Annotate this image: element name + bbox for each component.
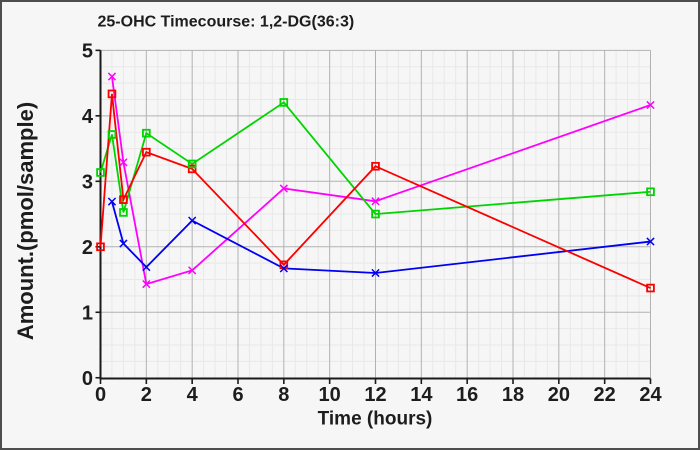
svg-text:12: 12 [364, 384, 386, 406]
svg-text:20: 20 [548, 384, 570, 406]
svg-text:6: 6 [232, 384, 243, 406]
svg-text:25-OHC Timecourse: 1,2-DG(36:3: 25-OHC Timecourse: 1,2-DG(36:3) [98, 14, 355, 31]
svg-text:10: 10 [319, 384, 341, 406]
svg-text:4: 4 [82, 106, 94, 128]
svg-text:Time (hours): Time (hours) [318, 409, 433, 430]
svg-text:8: 8 [278, 384, 289, 406]
svg-text:22: 22 [594, 384, 616, 406]
svg-text:Amount.(pmol/sample): Amount.(pmol/sample) [13, 102, 38, 340]
svg-text:0: 0 [95, 384, 106, 406]
svg-text:4: 4 [187, 384, 199, 406]
svg-text:5: 5 [82, 40, 93, 62]
svg-text:24: 24 [639, 384, 662, 406]
svg-text:18: 18 [502, 384, 524, 406]
svg-text:16: 16 [456, 384, 478, 406]
svg-text:1: 1 [82, 302, 93, 324]
svg-text:2: 2 [141, 384, 152, 406]
svg-text:2: 2 [82, 237, 93, 259]
svg-text:3: 3 [82, 171, 93, 193]
svg-text:14: 14 [410, 384, 433, 406]
svg-text:0: 0 [82, 368, 93, 390]
